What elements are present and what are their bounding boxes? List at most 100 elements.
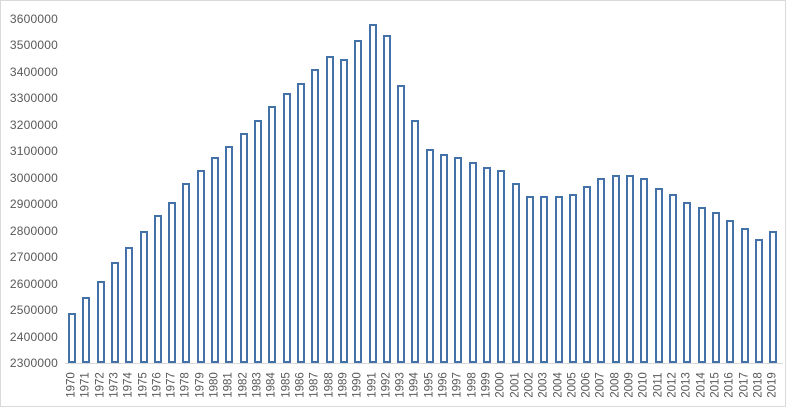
bar-2001 [511, 183, 520, 363]
bar-2007 [597, 177, 606, 363]
bar-1989 [339, 58, 348, 363]
x-tick-label: 2014 [695, 372, 708, 398]
x-tick-label: 1976 [151, 372, 164, 398]
bar-1978 [182, 183, 191, 363]
x-tick-label: 1980 [208, 372, 221, 398]
bar-1984 [268, 106, 277, 363]
x-tick-label: 1983 [251, 372, 264, 398]
bar-2009 [626, 175, 635, 363]
x-tick-label: 2009 [623, 372, 636, 398]
bar-2011 [654, 188, 663, 363]
x-tick-label: 1986 [294, 372, 307, 398]
x-tick-label: 1973 [108, 372, 121, 398]
bar-1987 [311, 69, 320, 363]
x-tick-label: 1974 [122, 372, 135, 398]
bar-1980 [211, 156, 220, 363]
y-tick-label: 3600000 [9, 12, 58, 26]
x-tick-label: 2004 [552, 372, 565, 398]
x-tick-label: 2011 [652, 372, 665, 398]
x-tick-label: 2010 [637, 372, 650, 398]
x-tick-label: 2006 [580, 372, 593, 398]
x-tick-label: 2008 [609, 372, 622, 398]
bar-2008 [611, 175, 620, 363]
x-tick-label: 2013 [680, 372, 693, 398]
bar-2010 [640, 177, 649, 363]
bar-1992 [382, 34, 391, 363]
bar-1981 [225, 146, 234, 363]
bar-2002 [525, 196, 534, 363]
bar-1994 [411, 119, 420, 363]
x-tick-label: 2017 [738, 372, 751, 398]
bar-1974 [125, 246, 134, 363]
x-tick-label: 2015 [709, 372, 722, 398]
x-tick-label: 2003 [537, 372, 550, 398]
x-tick-label: 1996 [437, 372, 450, 398]
bar-2000 [497, 169, 506, 363]
y-tick-label: 3000000 [9, 170, 58, 185]
x-tick-label: 1978 [179, 372, 192, 398]
bar-1975 [139, 230, 148, 363]
bar-1976 [153, 214, 162, 363]
x-tick-label: 1992 [380, 372, 393, 398]
x-tick-label: 1998 [466, 372, 479, 398]
bar-1973 [110, 262, 119, 363]
y-tick-label: 3400000 [9, 64, 58, 79]
bar-2003 [540, 196, 549, 363]
x-tick-label: 1985 [280, 372, 293, 398]
x-tick-label: 1984 [265, 372, 278, 398]
x-tick-label: 1995 [423, 372, 436, 398]
x-tick-label: 1990 [351, 372, 364, 398]
bar-1986 [296, 82, 305, 363]
x-tick-label: 1972 [94, 372, 107, 398]
bar-2006 [583, 185, 592, 363]
x-tick-label: 1993 [394, 372, 407, 398]
y-tick-label: 2900000 [9, 197, 58, 212]
x-tick-label: 1975 [137, 372, 150, 398]
bar-2013 [683, 201, 692, 363]
x-tick-label: 1982 [237, 372, 250, 398]
bar-1970 [68, 312, 76, 363]
x-tick-label: 2012 [666, 372, 679, 398]
bar-1998 [468, 161, 477, 363]
bar-1983 [254, 119, 263, 363]
bar-1993 [397, 85, 406, 363]
x-tick-label: 1988 [323, 372, 336, 398]
x-tick-label: 1994 [408, 372, 421, 398]
x-tick-label: 2016 [723, 372, 736, 398]
bar-2017 [740, 228, 749, 363]
y-tick-label: 2400000 [9, 329, 58, 344]
y-tick-label: 3300000 [9, 91, 58, 106]
x-tick-label: 1977 [165, 372, 178, 398]
bar-1999 [482, 167, 491, 363]
x-tick-label: 2018 [752, 372, 765, 398]
x-axis-line [65, 363, 783, 364]
bar-2018 [754, 238, 763, 363]
bar-1979 [196, 169, 205, 363]
x-tick-label: 2001 [509, 372, 522, 398]
x-tick-label: 1979 [194, 372, 207, 398]
x-tick-label: 1999 [480, 372, 493, 398]
y-tick-label: 2600000 [9, 276, 58, 291]
x-tick-label: 1981 [222, 372, 235, 398]
bar-2014 [697, 206, 706, 363]
bar-2005 [568, 193, 577, 363]
x-tick-label: 1997 [451, 372, 464, 398]
bar-2004 [554, 196, 563, 363]
y-tick-label: 2800000 [9, 223, 58, 238]
bar-1982 [239, 132, 248, 363]
bar-1985 [282, 93, 291, 363]
bar-2016 [726, 220, 735, 363]
y-tick-label: 2500000 [9, 303, 58, 318]
bar-2019 [769, 230, 778, 363]
x-tick-label: 1971 [79, 372, 92, 398]
bar-2015 [711, 212, 720, 363]
y-tick-label: 2700000 [9, 250, 58, 265]
y-tick-label: 3200000 [9, 117, 58, 132]
bar-1972 [96, 280, 105, 363]
x-tick-label: 1989 [337, 372, 350, 398]
x-tick-label: 2007 [594, 372, 607, 398]
x-tick-label: 1987 [308, 372, 321, 398]
y-tick-label: 3100000 [9, 144, 58, 159]
x-tick-label: 1970 [65, 372, 78, 398]
